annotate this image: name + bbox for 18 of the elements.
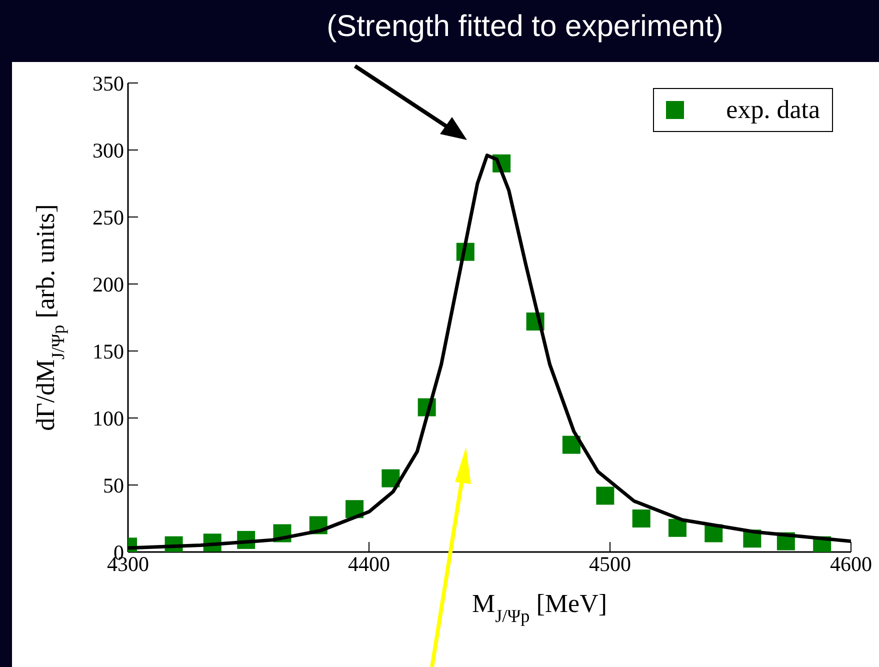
x-tick-label: 4600 [830, 552, 872, 576]
chart-title: (Strength fitted to experiment) [326, 10, 724, 44]
y-tick-label: 200 [92, 272, 124, 296]
y-tick-label: 100 [92, 406, 124, 430]
y-tick-label: 50 [103, 473, 124, 498]
y-tick-label: 150 [92, 339, 124, 364]
x-axis-title: M$_{J/Ψp}$ [MeV] [472, 589, 608, 626]
y-tick-label: 350 [92, 71, 124, 96]
x-tick-label: 4400 [348, 552, 390, 576]
point [632, 510, 650, 528]
legend-label: exp. data [726, 95, 820, 125]
point [562, 436, 580, 454]
point [382, 469, 400, 488]
x-tick-label: 4500 [589, 552, 631, 576]
point [596, 486, 614, 505]
y-tick-label: 300 [92, 138, 124, 162]
point [668, 518, 686, 537]
y-tick-label: 250 [92, 205, 124, 230]
